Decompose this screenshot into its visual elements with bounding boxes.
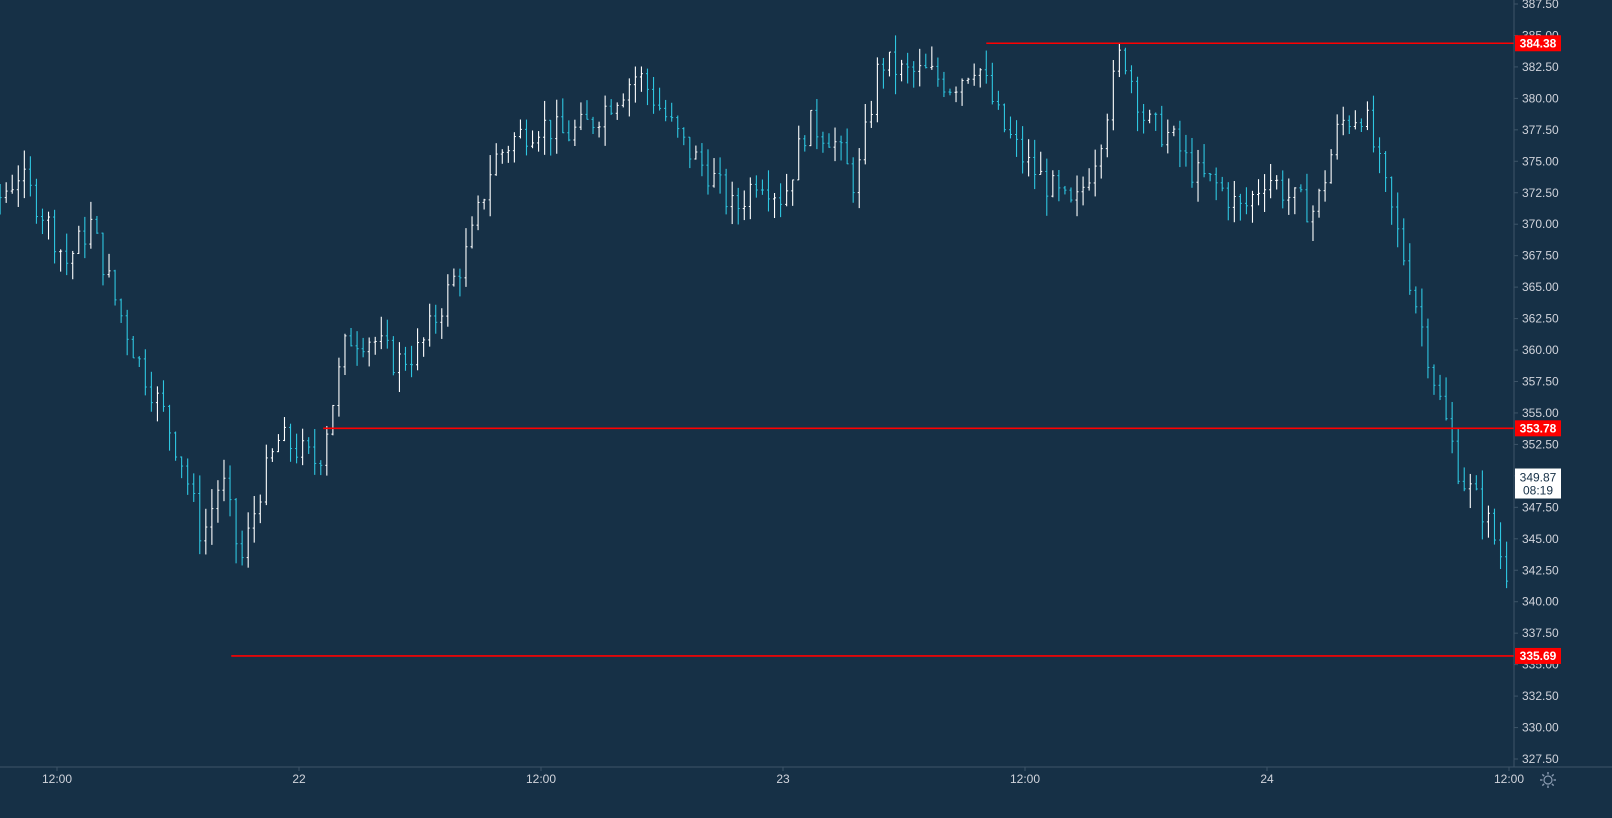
y-tick-label: 342.50 <box>1522 563 1559 577</box>
y-tick-label: 370.00 <box>1522 217 1559 231</box>
y-tick-label: 365.00 <box>1522 280 1559 294</box>
gear-icon[interactable] <box>1540 772 1556 788</box>
y-tick-label: 357.50 <box>1522 375 1559 389</box>
x-tick-label: 12:00 <box>1494 772 1524 786</box>
last-price-label: 349.87 <box>1520 471 1557 485</box>
gear-tooth <box>1551 773 1555 777</box>
price-bars <box>0 35 1509 589</box>
y-tick-label: 332.50 <box>1522 689 1559 703</box>
y-tick-label: 347.50 <box>1522 500 1559 514</box>
last-price-badge <box>1515 468 1561 499</box>
level-price-label: 335.69 <box>1520 649 1557 663</box>
countdown-label: 08:19 <box>1523 484 1553 498</box>
y-tick-label: 362.50 <box>1522 312 1559 326</box>
level-price-label: 384.38 <box>1520 36 1557 50</box>
y-tick-label: 382.50 <box>1522 60 1559 74</box>
gear-tooth <box>1541 783 1545 787</box>
y-tick-label: 377.50 <box>1522 123 1559 137</box>
y-tick-label: 355.00 <box>1522 406 1559 420</box>
gear-tooth <box>1551 783 1555 787</box>
y-tick-label: 327.50 <box>1522 752 1559 766</box>
level-price-badge <box>1515 35 1561 52</box>
y-tick-label: 387.50 <box>1522 0 1559 11</box>
x-tick-label: 12:00 <box>1010 772 1040 786</box>
y-tick-label: 345.00 <box>1522 532 1559 546</box>
y-tick-label: 360.00 <box>1522 343 1559 357</box>
y-tick-label: 340.00 <box>1522 595 1559 609</box>
x-tick-label: 12:00 <box>526 772 556 786</box>
y-tick-label: 372.50 <box>1522 186 1559 200</box>
time-axis[interactable]: 12:002212:002312:002412:002512:002612:00… <box>0 766 1612 786</box>
gear-tooth <box>1541 773 1545 777</box>
y-tick-label: 375.00 <box>1522 154 1559 168</box>
y-tick-label: 380.00 <box>1522 91 1559 105</box>
level-price-label: 353.78 <box>1520 421 1557 435</box>
level-lines[interactable] <box>231 42 1514 657</box>
level-price-badge <box>1515 647 1561 664</box>
level-price-badge <box>1515 420 1561 437</box>
x-tick-label: 23 <box>776 772 790 786</box>
x-tick-label: 24 <box>1260 772 1274 786</box>
y-tick-label: 337.50 <box>1522 626 1559 640</box>
y-tick-label: 352.50 <box>1522 437 1559 451</box>
y-tick-label: 330.00 <box>1522 721 1559 735</box>
x-tick-label: 22 <box>292 772 306 786</box>
y-tick-label: 367.50 <box>1522 249 1559 263</box>
x-tick-label: 12:00 <box>42 772 72 786</box>
